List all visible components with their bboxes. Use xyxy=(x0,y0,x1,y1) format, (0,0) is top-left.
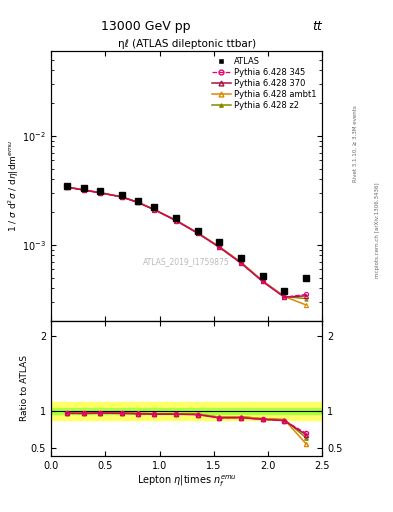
Text: tt: tt xyxy=(312,20,322,33)
Text: ATLAS_2019_I1759875: ATLAS_2019_I1759875 xyxy=(143,257,230,266)
X-axis label: Lepton $\eta$|times $n_f^{emu}$: Lepton $\eta$|times $n_f^{emu}$ xyxy=(137,473,237,489)
Bar xyxy=(51,402,322,420)
Y-axis label: 1 / $\sigma$ d$^2\sigma$ / d$\eta$|dm$^{emu}$: 1 / $\sigma$ d$^2\sigma$ / d$\eta$|dm$^{… xyxy=(6,140,21,232)
Y-axis label: Ratio to ATLAS: Ratio to ATLAS xyxy=(20,355,29,421)
Text: 13000 GeV pp: 13000 GeV pp xyxy=(101,20,190,33)
Text: mcplots.cern.ch [arXiv:1306.3436]: mcplots.cern.ch [arXiv:1306.3436] xyxy=(375,183,380,278)
Legend: ATLAS, Pythia 6.428 345, Pythia 6.428 370, Pythia 6.428 ambt1, Pythia 6.428 z2: ATLAS, Pythia 6.428 345, Pythia 6.428 37… xyxy=(211,55,318,112)
Title: ηℓ (ATLAS dileptonic ttbar): ηℓ (ATLAS dileptonic ttbar) xyxy=(118,39,256,49)
Text: Rivet 3.1.10, ≥ 3.3M events: Rivet 3.1.10, ≥ 3.3M events xyxy=(353,105,358,182)
Bar xyxy=(51,408,322,414)
